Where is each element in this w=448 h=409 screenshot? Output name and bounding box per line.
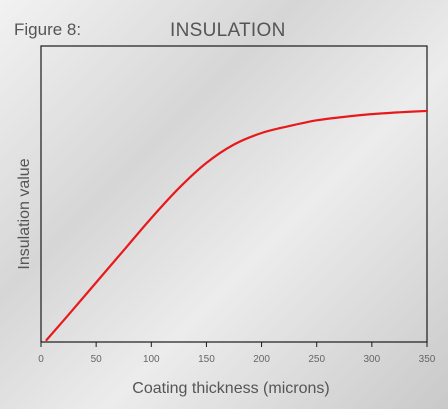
- x-axis-ticks: [40, 342, 428, 347]
- x-tick-label-50: 50: [91, 354, 103, 365]
- x-tick-label-250: 250: [308, 354, 325, 365]
- x-tick-label-150: 150: [198, 354, 215, 365]
- x-tick-label-100: 100: [143, 354, 160, 365]
- figure-label: Figure 8:: [14, 20, 82, 39]
- x-axis-tick-labels: 0 50 100 150 200 250 300 350: [38, 354, 436, 365]
- chart-title: INSULATION: [170, 20, 286, 41]
- plot-area: [40, 45, 428, 343]
- x-axis-label: Coating thickness (microns): [132, 380, 329, 397]
- y-axis-label: Insulation value: [16, 158, 33, 269]
- insulation-series-line: [45, 109, 429, 342]
- x-tick-label-350: 350: [419, 354, 436, 365]
- x-tick-label-0: 0: [38, 354, 44, 365]
- x-tick-label-300: 300: [364, 354, 381, 365]
- x-tick-label-200: 200: [253, 354, 270, 365]
